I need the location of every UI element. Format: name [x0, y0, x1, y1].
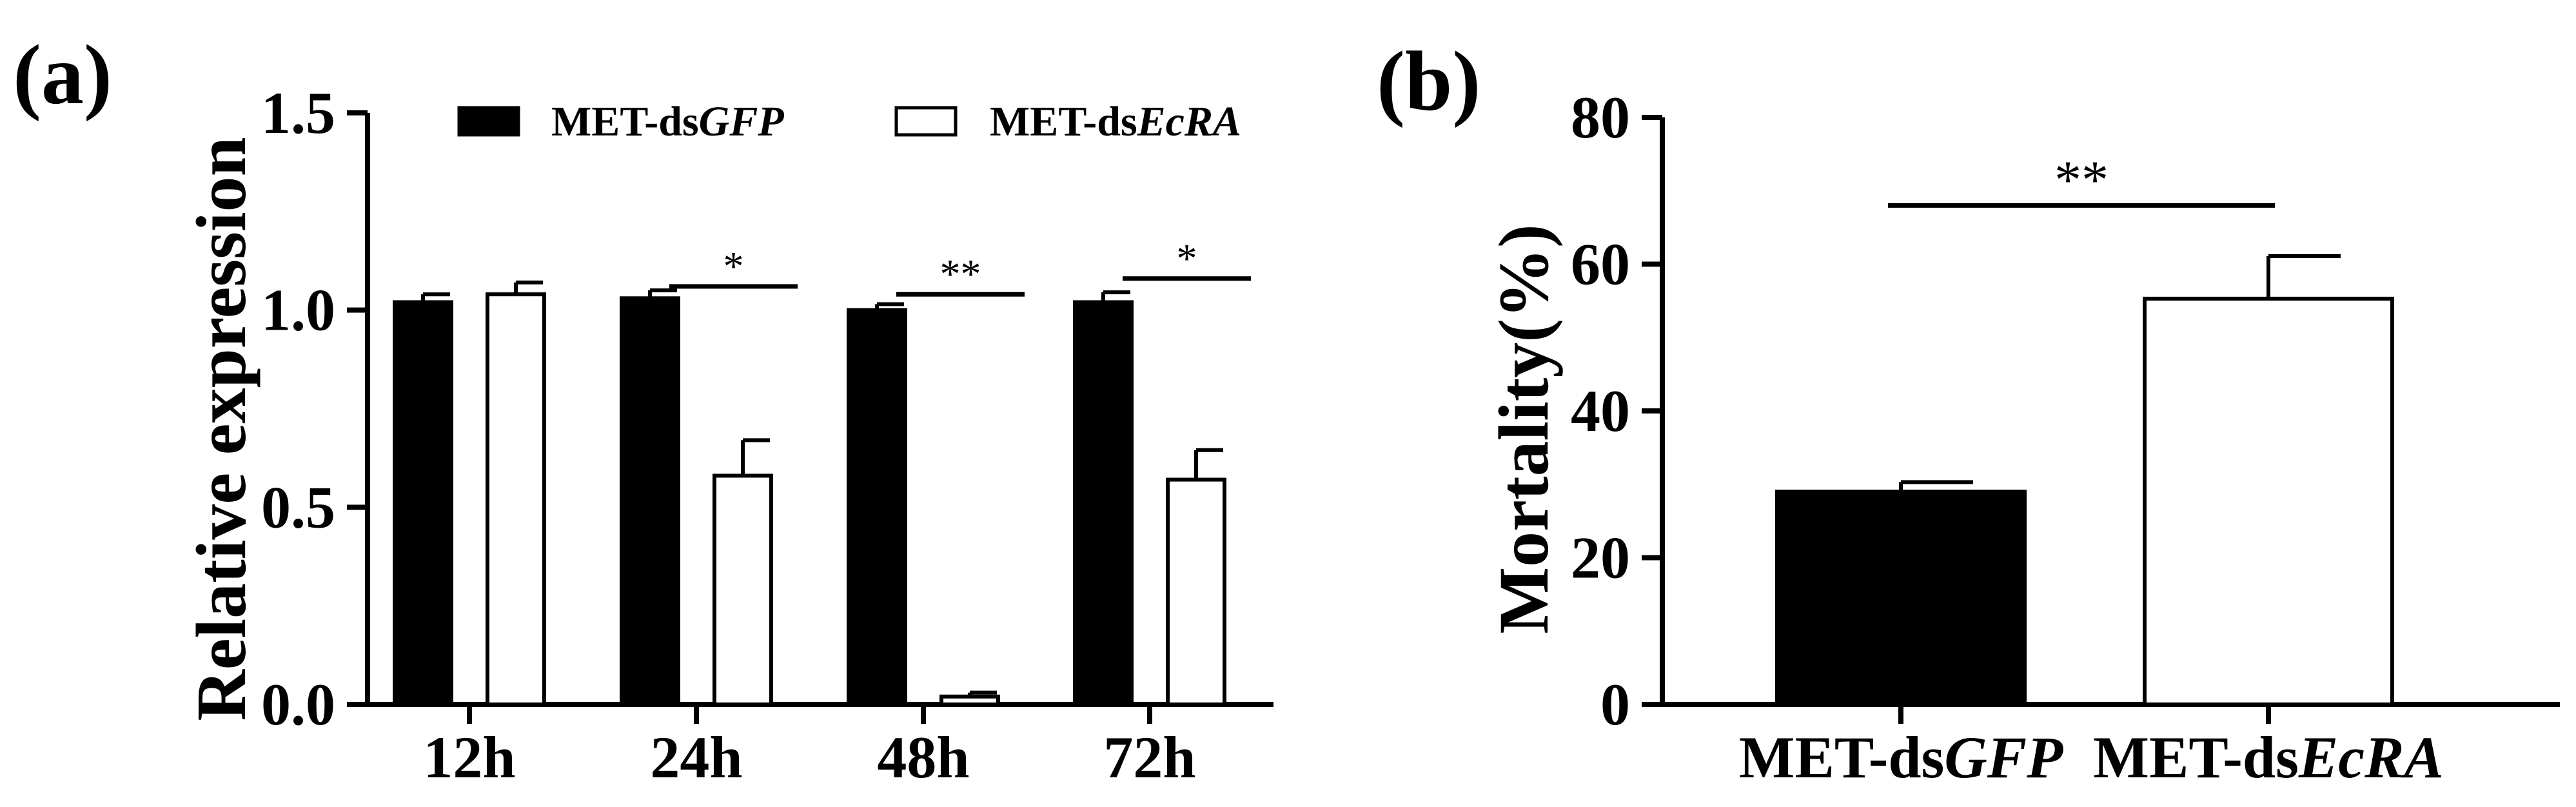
panel-a-legend: MET-dsGFP MET-dsEcRA: [457, 98, 1241, 145]
panel-b-y-tick-label-3: 60: [1571, 232, 1630, 297]
panel-a-y-tick-label-2: 1.0: [261, 277, 335, 343]
panel-b-y-tick-label-1: 20: [1571, 525, 1630, 591]
panel-a-sig-mark-2: *: [1177, 235, 1197, 281]
panel-b-y-tick-label-0: 0: [1600, 672, 1630, 737]
legend-label-series-2: MET-dsEcRA: [990, 98, 1241, 145]
panel-a-x-tick-label-1: 24h: [650, 724, 742, 790]
panel-a-bar-s1-72h: [1073, 300, 1134, 706]
panel-a-bar-s1-48h: [847, 308, 907, 706]
panel-a-bar-s2-12h: [486, 292, 546, 707]
panel-b-bars: [1775, 254, 2394, 724]
panel-b-label: (b): [1377, 34, 1480, 128]
panel-b-bar-2: [2143, 296, 2394, 706]
panel-a-bar-s2-72h: [1166, 477, 1226, 706]
panel-a-y-ticks: 0.0 0.5 1.0 1.5: [261, 80, 368, 737]
panel-b-bar-1: [1775, 490, 2027, 706]
panel-b: (b) Mortality(%) 0 20 40 60 80 MET-dsGFP MET…: [1377, 34, 2560, 790]
panel-a-bars: [393, 280, 1226, 707]
panel-a-sig-mark-0: *: [723, 243, 744, 289]
panel-b-sig-mark: **: [2054, 150, 2109, 210]
panel-a-sig-mark-1: **: [940, 251, 981, 297]
legend-label-series-1: MET-dsGFP: [551, 98, 784, 145]
panel-b-y-ticks: 0 20 40 60 80: [1571, 85, 1662, 737]
panel-b-y-axis-title: Mortality(%): [1484, 224, 1563, 633]
panel-a-y-tick-label-0: 0.0: [261, 672, 335, 737]
panel-a-x-tick-label-2: 48h: [877, 724, 969, 790]
panel-a-x-ticks: 12h 24h 48h 72h: [423, 704, 1196, 790]
panel-a-bar-s1-24h: [620, 296, 680, 706]
panel-a-bar-s2-24h: [713, 473, 773, 707]
panel-b-x-tick-label-1: MET-dsGFP: [1739, 724, 2064, 790]
panel-a-y-tick-label-1: 0.5: [261, 474, 335, 540]
panel-b-y-tick-label-2: 40: [1571, 378, 1630, 444]
panel-b-y-tick-label-4: 80: [1571, 85, 1630, 150]
legend-item-series-2: MET-dsEcRA: [894, 98, 1241, 145]
panel-a: (a) Relative expression 0.0 0.5 1.0 1.5 12h…: [13, 27, 1273, 790]
panel-a-x-tick-label-3: 72h: [1103, 724, 1195, 790]
panel-a-y-axis-title: Relative expression: [182, 137, 261, 721]
panel-a-y-tick-label-3: 1.5: [261, 80, 335, 146]
legend-item-series-1: MET-dsGFP: [457, 98, 784, 145]
panel-a-label: (a): [13, 27, 112, 122]
panel-b-x-ticks: MET-dsGFP MET-dsEcRA: [1739, 724, 2444, 790]
panel-a-bar-s1-12h: [393, 300, 453, 706]
panel-a-significance: * ** *: [669, 235, 1251, 297]
panel-a-bar-s2-48h: [939, 694, 1000, 706]
panel-b-x-tick-label-2: MET-dsEcRA: [2093, 724, 2444, 790]
panel-a-x-tick-label-0: 12h: [423, 724, 515, 790]
legend-swatch-series-2: [894, 106, 958, 137]
legend-swatch-series-1: [457, 106, 520, 137]
panel-b-significance: **: [1888, 150, 2275, 210]
